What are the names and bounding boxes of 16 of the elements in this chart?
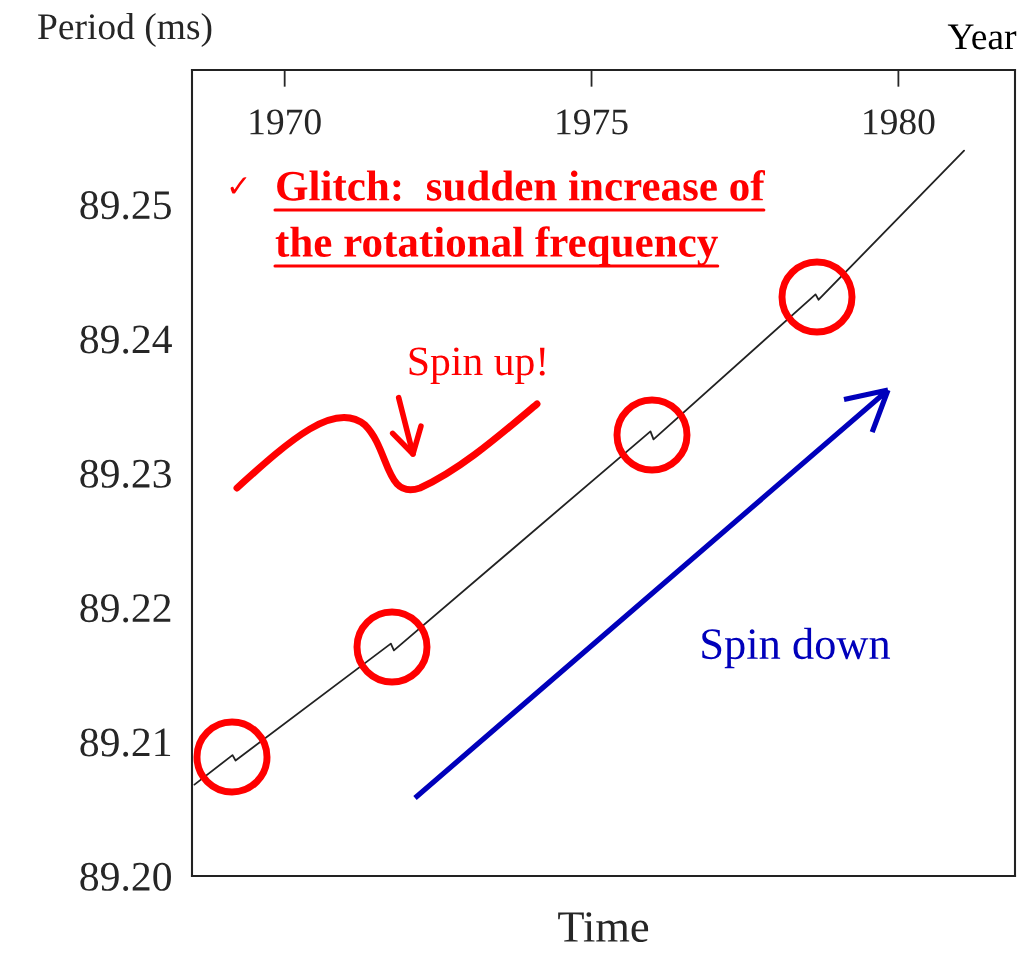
x-tick-label: 1975 bbox=[557, 109, 628, 135]
y-tick-label: 89.22 bbox=[80, 594, 171, 623]
annotation: Glitch: sudden increase of the rotational frequency bbox=[275, 170, 766, 266]
annotation: Spin up! bbox=[409, 347, 545, 384]
y-tick-label: 89.21 bbox=[80, 728, 171, 757]
x-axis-title: Time bbox=[558, 912, 649, 942]
annotation: ✓ bbox=[230, 177, 247, 194]
text: Year bbox=[947, 24, 1017, 50]
annotation: Spin down bbox=[702, 627, 891, 669]
x-tick-label: 1980 bbox=[864, 109, 935, 135]
y-tick-label: 89.25 bbox=[80, 191, 171, 220]
y-tick-label: 89.24 bbox=[80, 325, 172, 354]
y-tick-label: 89.20 bbox=[80, 862, 171, 892]
y-tick-label: 89.23 bbox=[80, 459, 171, 489]
x-tick-label: 1970 bbox=[250, 109, 321, 135]
y-axis-title: Period (ms) bbox=[38, 13, 212, 47]
